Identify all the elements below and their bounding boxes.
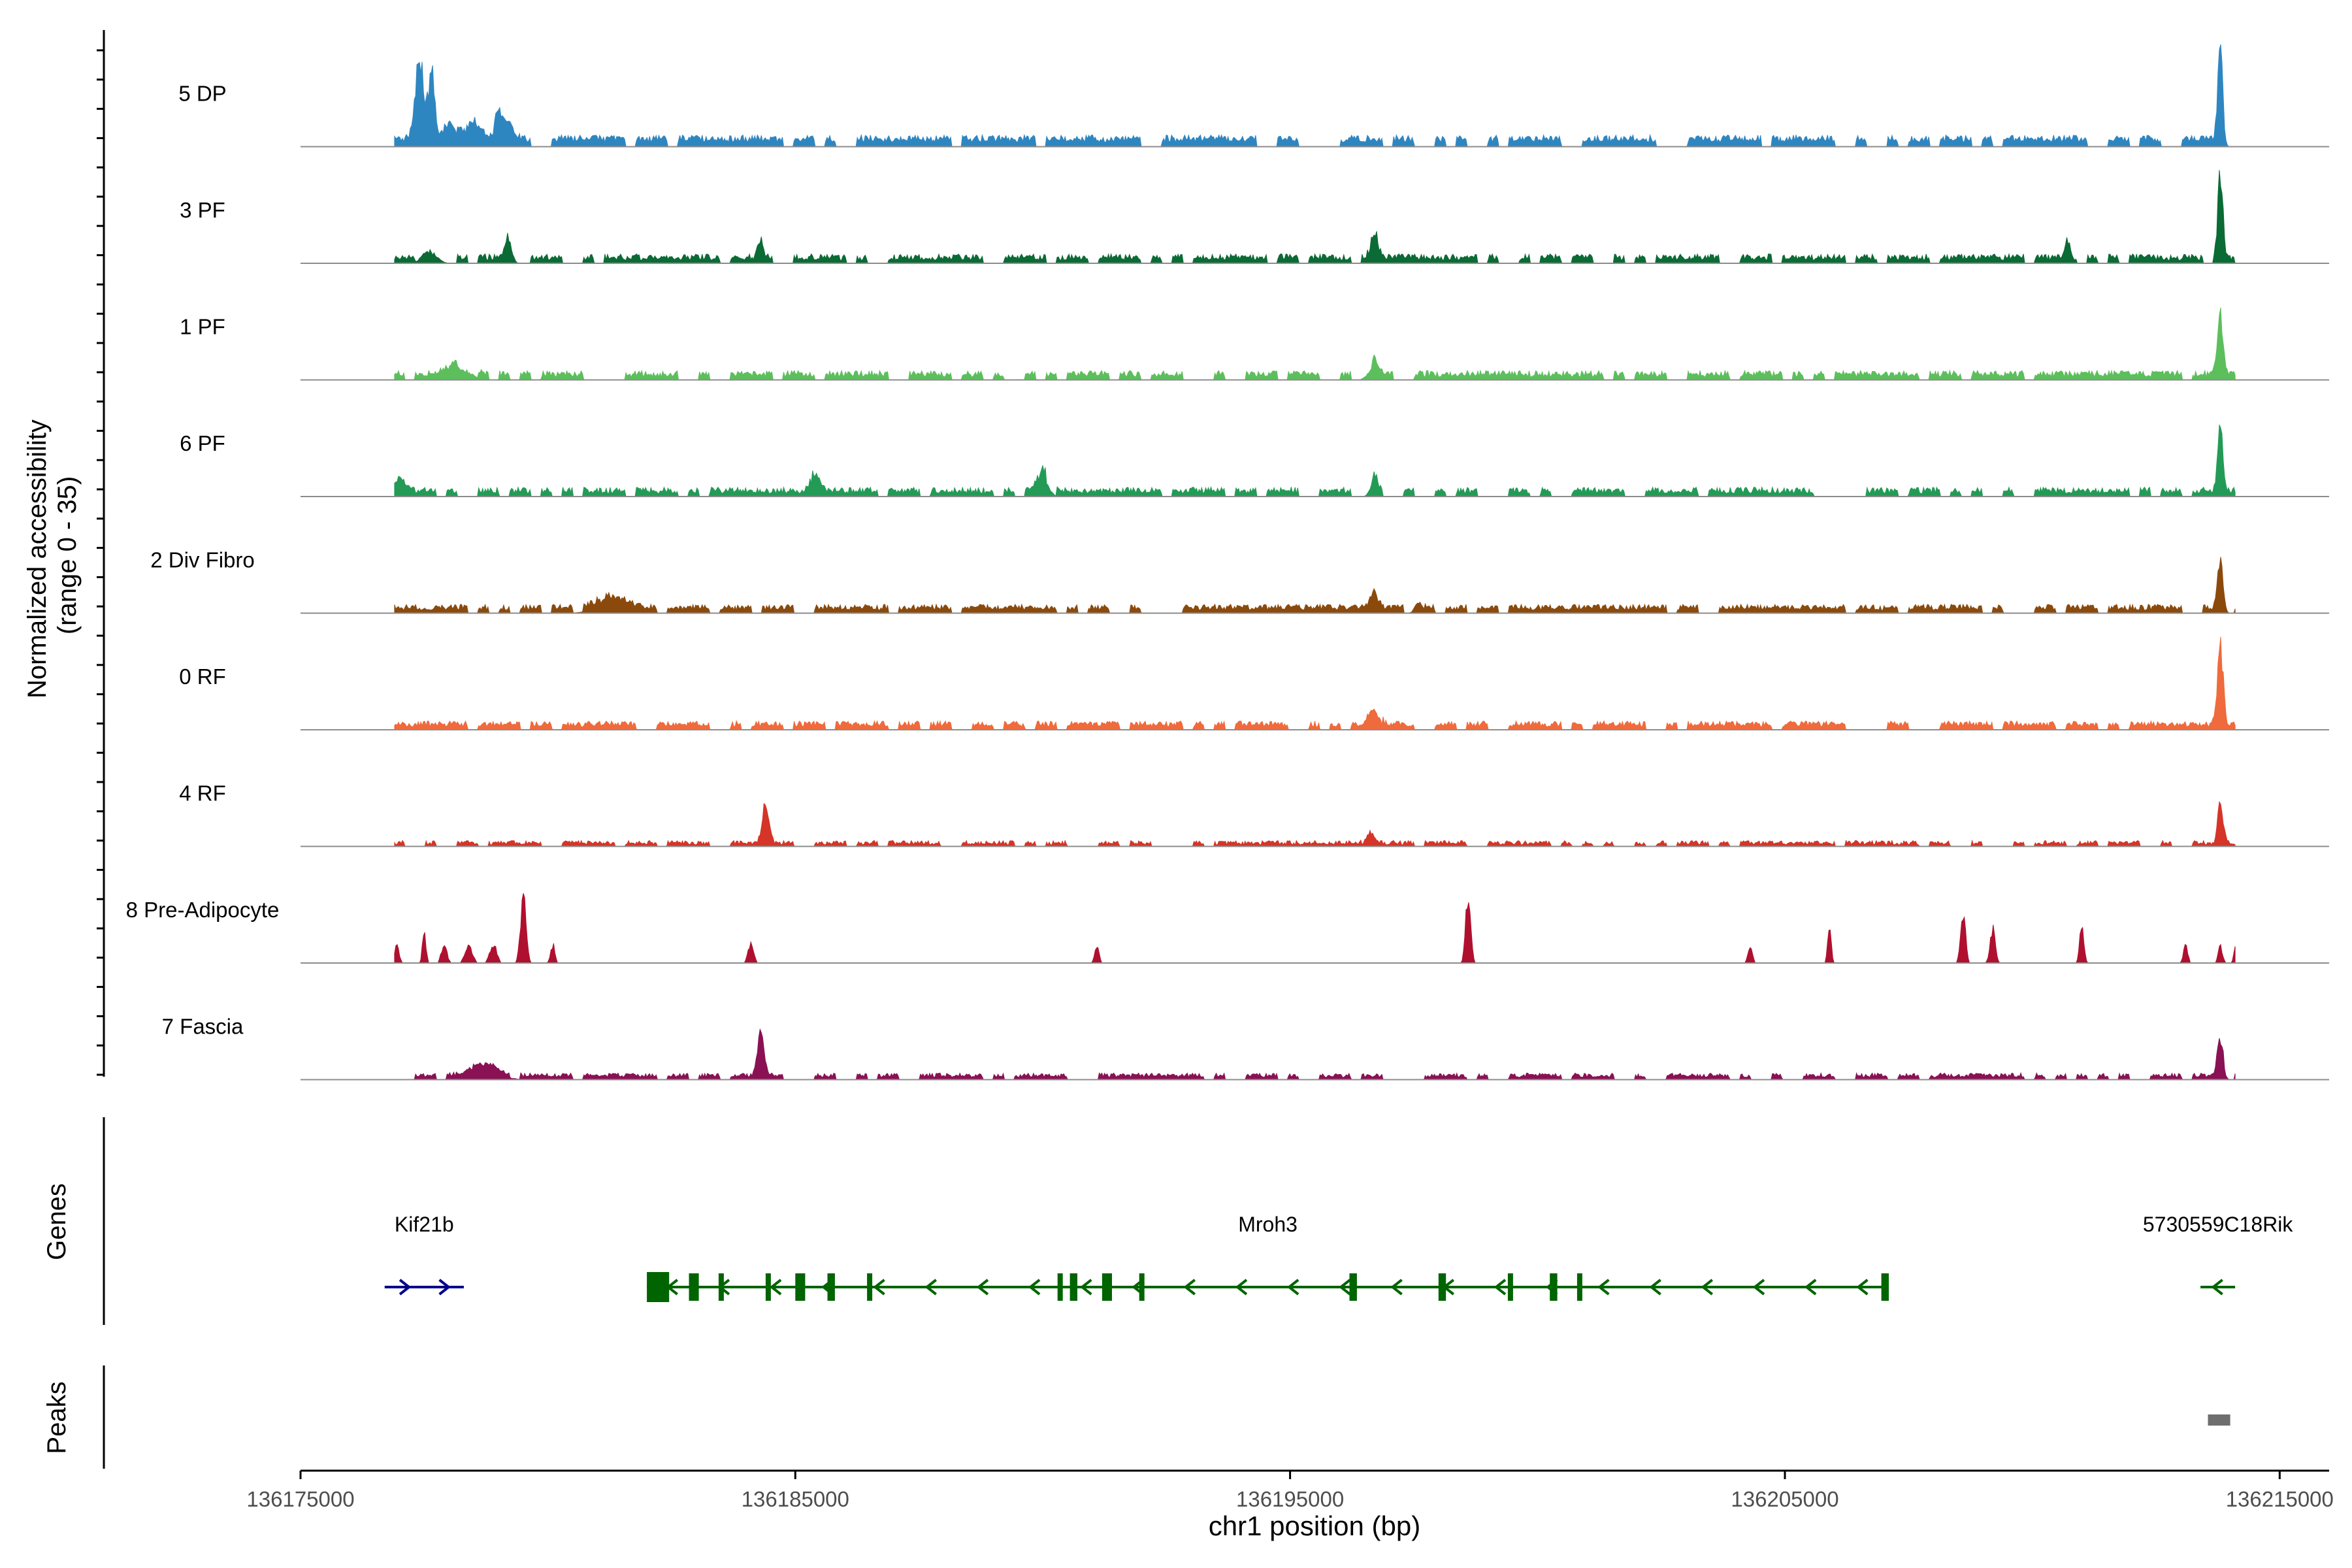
strand-arrow — [1494, 1279, 1507, 1296]
coverage-track: 5 DP — [178, 44, 2329, 148]
strand-arrow — [1856, 1279, 1869, 1296]
strand-arrow — [1752, 1279, 1765, 1296]
strand-arrow — [438, 1279, 451, 1296]
strand-arrow — [2211, 1279, 2223, 1296]
coverage-area — [394, 424, 2236, 497]
coverage-area — [394, 800, 2236, 847]
gene-label: 5730559C18Rik — [2143, 1213, 2294, 1236]
y-axis-label: Normalized accessibility (range 0 - 35) — [23, 412, 82, 698]
exon — [1507, 1273, 1513, 1301]
exon — [1349, 1273, 1357, 1301]
track-label: 2 Div Fibro — [150, 548, 255, 572]
strand-arrow — [1597, 1279, 1610, 1296]
track-label: 6 PF — [180, 431, 225, 455]
peaks-track: Peaks — [42, 1365, 2230, 1469]
track-label: 5 DP — [178, 82, 226, 106]
strand-arrow — [1701, 1279, 1714, 1296]
exon — [827, 1273, 835, 1301]
coverage-area — [394, 636, 2236, 730]
gene-model: 5730559C18Rik — [2143, 1213, 2294, 1296]
track-label: 3 PF — [180, 198, 225, 222]
strand-arrow — [1390, 1279, 1403, 1296]
coverage-track: 6 PF — [180, 424, 2329, 497]
coverage-area — [394, 44, 2236, 147]
coverage-area — [394, 170, 2236, 264]
coverage-track: 4 RF — [179, 781, 2329, 847]
exon — [1102, 1273, 1112, 1301]
exon — [1438, 1273, 1446, 1301]
exon — [795, 1273, 806, 1301]
strand-arrow — [873, 1279, 885, 1296]
coverage-track: 2 Div Fibro — [150, 548, 2329, 614]
x-axis-tick-label: 136215000 — [2226, 1487, 2334, 1511]
strand-arrow — [1028, 1279, 1041, 1296]
track-label: 1 PF — [180, 315, 225, 339]
gene-label: Mroh3 — [1238, 1213, 1298, 1236]
coverage-track: 0 RF — [179, 636, 2329, 730]
coverage-track: 1 PF — [180, 307, 2329, 381]
coverage-area — [394, 1028, 2236, 1080]
strand-arrow — [1235, 1279, 1248, 1296]
exon — [1550, 1273, 1558, 1301]
x-axis-tick-label: 136185000 — [742, 1487, 849, 1511]
x-axis-tick-label: 136205000 — [1731, 1487, 1838, 1511]
exon — [647, 1272, 670, 1302]
exon — [765, 1273, 771, 1301]
gene-model: Kif21b — [384, 1213, 464, 1296]
strand-arrow — [1649, 1279, 1661, 1296]
track-label: 8 Pre-Adipocyte — [126, 898, 280, 922]
coverage-area — [394, 557, 2236, 613]
track-label: 7 Fascia — [162, 1015, 244, 1039]
accessibility-y-axis — [97, 30, 105, 1077]
y-axis-label-line2: (range 0 - 35) — [53, 476, 82, 634]
exon — [1070, 1273, 1077, 1301]
coverage-area — [394, 893, 2236, 964]
exon — [1139, 1273, 1145, 1301]
strand-arrow — [1080, 1279, 1092, 1296]
exon — [718, 1273, 724, 1301]
x-axis-label: chr1 position (bp) — [1209, 1511, 1421, 1541]
strand-arrow — [1183, 1279, 1196, 1296]
x-axis-tick-label: 136195000 — [1236, 1487, 1344, 1511]
y-axis-label-line1: Normalized accessibility — [23, 419, 52, 698]
track-label: 0 RF — [179, 664, 226, 689]
strand-arrow — [924, 1279, 937, 1296]
coverage-track: 8 Pre-Adipocyte — [126, 893, 2329, 964]
genes-track: Genes Kif21b Mroh3 5730559C18Rik — [42, 1117, 2293, 1325]
coverage-track: 3 PF — [180, 170, 2329, 264]
exon — [1576, 1273, 1582, 1301]
coverage-track: 7 Fascia — [162, 1015, 2329, 1081]
strand-arrow — [1804, 1279, 1817, 1296]
exon — [867, 1273, 873, 1301]
genes-track-label: Genes — [42, 1183, 71, 1260]
gene-label: Kif21b — [395, 1213, 454, 1236]
x-axis: 136175000 136185000 136195000 136205000 1362… — [246, 1469, 2334, 1511]
gene-model: Mroh3 — [647, 1213, 1889, 1302]
track-label: 4 RF — [179, 781, 226, 806]
exon — [1057, 1273, 1063, 1301]
strand-arrow — [1286, 1279, 1299, 1296]
strand-arrow — [399, 1279, 412, 1296]
x-axis-tick-label: 136175000 — [246, 1487, 354, 1511]
coverage-area — [394, 307, 2236, 380]
exon — [1881, 1273, 1889, 1301]
coverage-tracks: 5 DP 3 PF 1 PF 6 PF 2 Div Fibro 0 RF 4 RF 8 Pre… — [126, 44, 2329, 1081]
strand-arrow — [1339, 1279, 1351, 1296]
strand-arrow — [769, 1279, 782, 1296]
exon — [689, 1273, 699, 1301]
strand-arrow — [976, 1279, 989, 1296]
called-peak — [2208, 1414, 2230, 1426]
peaks-track-label: Peaks — [42, 1381, 71, 1454]
